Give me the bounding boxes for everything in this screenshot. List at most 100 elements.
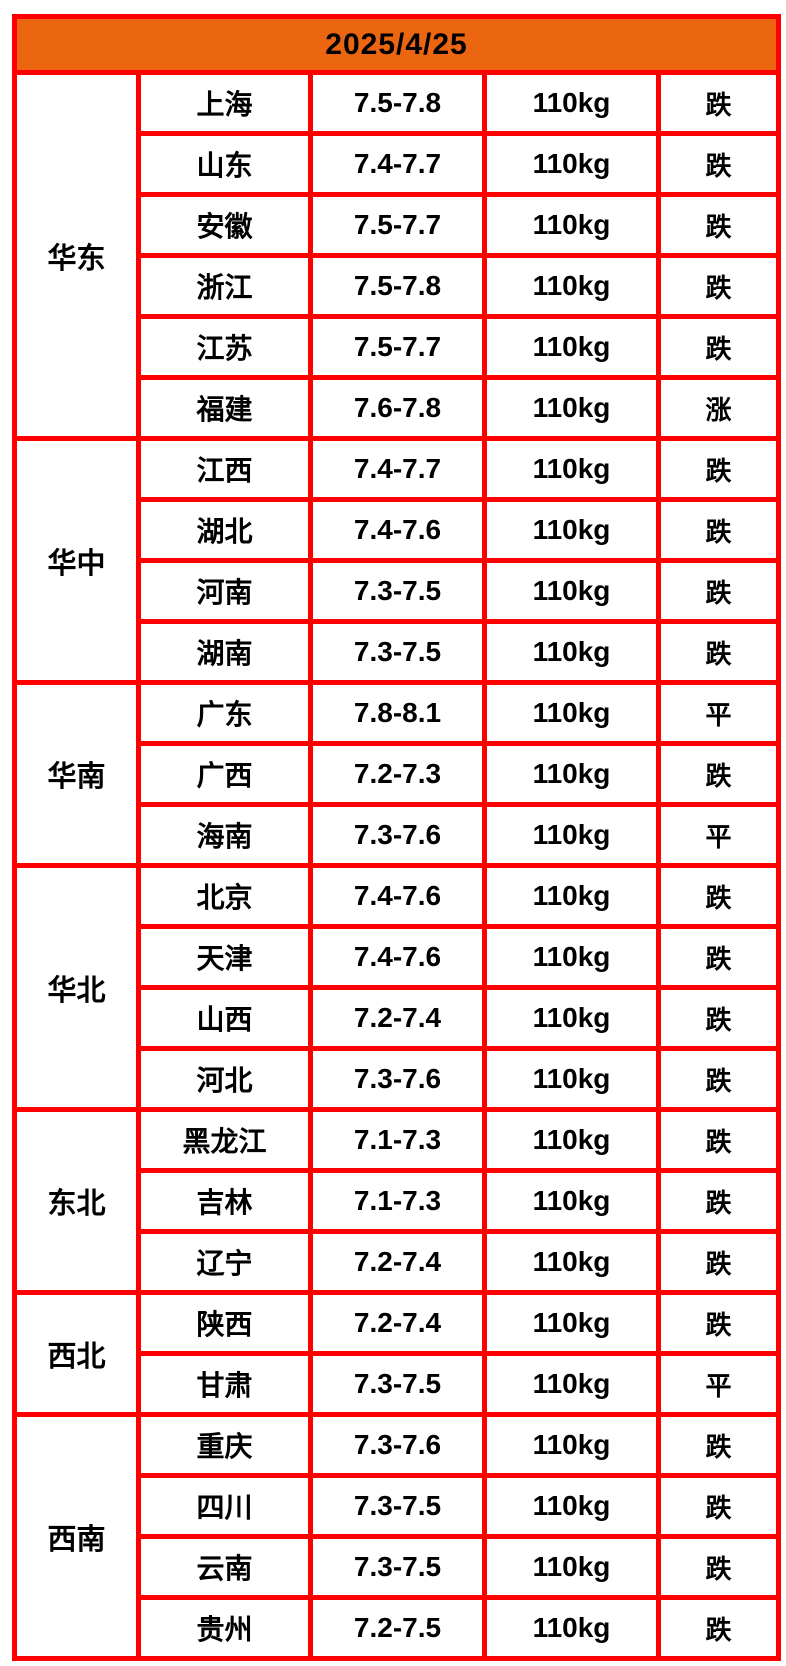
price-cell: 7.3-7.5: [308, 1351, 487, 1417]
price-cell: 7.2-7.4: [308, 985, 487, 1051]
weight-cell: 110kg: [482, 1290, 661, 1356]
trend-cell: 跌: [655, 558, 782, 624]
province-cell: 天津: [136, 924, 313, 990]
region-cell: 西南: [12, 1412, 141, 1661]
province-cell: 江苏: [136, 314, 313, 380]
trend-cell: 跌: [655, 1107, 782, 1173]
trend-cell: 跌: [655, 924, 782, 990]
province-cell: 湖北: [136, 497, 313, 563]
weight-cell: 110kg: [482, 253, 661, 319]
price-cell: 7.3-7.6: [308, 1412, 487, 1478]
province-cell: 吉林: [136, 1168, 313, 1234]
region-cell: 华南: [12, 680, 141, 868]
province-cell: 北京: [136, 863, 313, 929]
price-cell: 7.8-8.1: [308, 680, 487, 746]
table-row: 山东 7.4-7.7 110kg 跌: [15, 131, 782, 197]
weight-cell: 110kg: [482, 1046, 661, 1112]
trend-cell: 跌: [655, 314, 782, 380]
trend-cell: 跌: [655, 131, 782, 197]
trend-cell: 平: [655, 680, 782, 746]
price-cell: 7.3-7.5: [308, 619, 487, 685]
table-row: 东北 黑龙江 7.1-7.3 110kg 跌: [12, 1107, 782, 1295]
trend-cell: 跌: [655, 70, 782, 136]
date-header-row: 2025/4/25: [11, 14, 782, 75]
province-cell: 河南: [136, 558, 313, 624]
trend-cell: 跌: [655, 497, 782, 563]
date-header: 2025/4/25: [11, 14, 782, 75]
region-cell: 华中: [12, 436, 141, 685]
price-cell: 7.2-7.4: [308, 1229, 487, 1295]
trend-cell: 跌: [655, 436, 782, 502]
price-cell: 7.5-7.8: [308, 70, 487, 136]
province-cell: 江西: [136, 436, 313, 502]
trend-cell: 跌: [655, 253, 782, 319]
table-row: 四川 7.3-7.5 110kg 跌: [15, 1473, 782, 1539]
table-row: 辽宁 7.2-7.4 110kg 跌: [15, 1229, 782, 1295]
table-row: 西南 重庆 7.3-7.6 110kg 跌: [12, 1412, 782, 1661]
region-cell: 华北: [12, 863, 141, 1112]
province-cell: 山西: [136, 985, 313, 1051]
weight-cell: 110kg: [482, 1229, 661, 1295]
weight-cell: 110kg: [482, 985, 661, 1051]
trend-cell: 跌: [655, 1534, 782, 1600]
region-cell: 西北: [12, 1290, 141, 1417]
province-cell: 安徽: [136, 192, 313, 258]
weight-cell: 110kg: [482, 558, 661, 624]
weight-cell: 110kg: [482, 1412, 661, 1478]
table-row: 甘肃 7.3-7.5 110kg 平: [15, 1351, 782, 1417]
table-row: 江苏 7.5-7.7 110kg 跌: [15, 314, 782, 380]
trend-cell: 跌: [655, 1412, 782, 1478]
price-cell: 7.2-7.4: [308, 1290, 487, 1356]
price-table: 2025/4/25 华东 上海 7.5-7.8 110kg 跌山东 7.4-7.7 110k…: [11, 14, 782, 1661]
weight-cell: 110kg: [482, 70, 661, 136]
price-cell: 7.6-7.8: [308, 375, 487, 441]
weight-cell: 110kg: [482, 131, 661, 197]
price-cell: 7.3-7.5: [308, 1473, 487, 1539]
table-row: 华南 广东 7.8-8.1 110kg 平: [12, 680, 782, 868]
province-cell: 广东: [136, 680, 313, 746]
price-cell: 7.4-7.6: [308, 924, 487, 990]
weight-cell: 110kg: [482, 680, 661, 746]
table-row: 安徽 7.5-7.7 110kg 跌: [15, 192, 782, 258]
price-cell: 7.4-7.6: [308, 497, 487, 563]
province-cell: 辽宁: [136, 1229, 313, 1295]
price-cell: 7.5-7.7: [308, 314, 487, 380]
weight-cell: 110kg: [482, 1351, 661, 1417]
trend-cell: 跌: [655, 1046, 782, 1112]
price-cell: 7.4-7.7: [308, 131, 487, 197]
trend-cell: 跌: [655, 619, 782, 685]
trend-cell: 跌: [655, 985, 782, 1051]
price-cell: 7.3-7.6: [308, 802, 487, 868]
trend-cell: 平: [655, 1351, 782, 1417]
price-cell: 7.1-7.3: [308, 1168, 487, 1234]
price-cell: 7.4-7.7: [308, 436, 487, 502]
province-cell: 上海: [136, 70, 313, 136]
price-cell: 7.1-7.3: [308, 1107, 487, 1173]
price-cell: 7.3-7.5: [308, 1534, 487, 1600]
trend-cell: 跌: [655, 192, 782, 258]
table-row: 广西 7.2-7.3 110kg 跌: [15, 741, 782, 807]
trend-cell: 跌: [655, 1168, 782, 1234]
province-cell: 福建: [136, 375, 313, 441]
region-cell: 华东: [12, 70, 141, 441]
province-cell: 甘肃: [136, 1351, 313, 1417]
table-row: 云南 7.3-7.5 110kg 跌: [15, 1534, 782, 1600]
trend-cell: 涨: [655, 375, 782, 441]
table-row: 福建 7.6-7.8 110kg 涨: [15, 375, 782, 441]
province-cell: 浙江: [136, 253, 313, 319]
province-cell: 湖南: [136, 619, 313, 685]
weight-cell: 110kg: [482, 924, 661, 990]
weight-cell: 110kg: [482, 436, 661, 502]
weight-cell: 110kg: [482, 1168, 661, 1234]
table-row: 华北 北京 7.4-7.6 110kg 跌: [12, 863, 782, 1112]
table-row: 天津 7.4-7.6 110kg 跌: [15, 924, 782, 990]
table-row: 华中 江西 7.4-7.7 110kg 跌: [12, 436, 782, 685]
price-cell: 7.2-7.5: [308, 1595, 487, 1661]
weight-cell: 110kg: [482, 863, 661, 929]
table-row: 湖北 7.4-7.6 110kg 跌: [15, 497, 782, 563]
weight-cell: 110kg: [482, 1595, 661, 1661]
weight-cell: 110kg: [482, 802, 661, 868]
weight-cell: 110kg: [482, 192, 661, 258]
province-cell: 贵州: [136, 1595, 313, 1661]
table-row: 海南 7.3-7.6 110kg 平: [15, 802, 782, 868]
